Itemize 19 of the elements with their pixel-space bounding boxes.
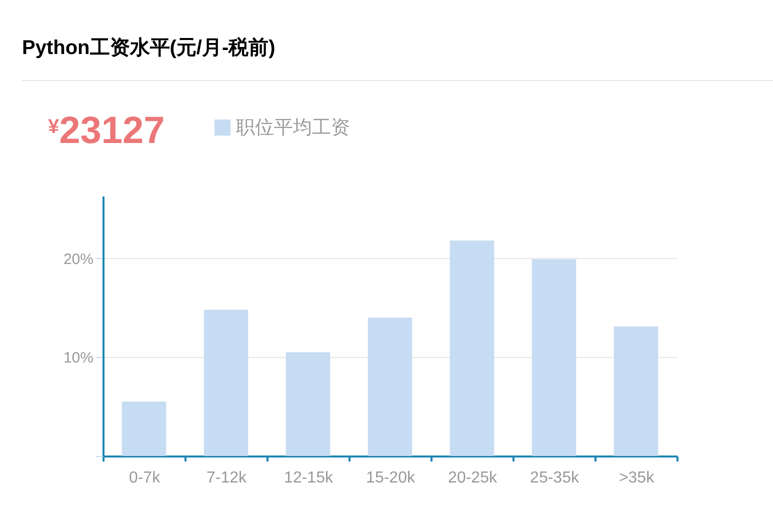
text: ¥23127 (48, 110, 165, 152)
bar (204, 310, 248, 456)
x-tick-label: >35k (618, 470, 656, 486)
bar (368, 318, 412, 456)
y-tick-label: 10% (63, 350, 94, 367)
chart-title: Python工资水平(元/月-税前) (22, 36, 276, 61)
x-tick-label: 7-12k (206, 470, 248, 486)
x-tick-label: 12-15k (284, 470, 334, 486)
y-tick-label: 20% (63, 250, 94, 268)
bar (614, 326, 658, 456)
x-tick-label: 20-25k (448, 470, 498, 486)
bar (450, 240, 494, 456)
bar (532, 259, 576, 456)
x-tick-label: 0-7k (128, 470, 162, 486)
legend-label: 职位平均工资 (236, 118, 350, 138)
bar (122, 402, 166, 456)
x-tick-label: 15-20k (366, 470, 416, 486)
x-tick-label: 25-35k (530, 470, 580, 486)
bar (286, 352, 330, 456)
